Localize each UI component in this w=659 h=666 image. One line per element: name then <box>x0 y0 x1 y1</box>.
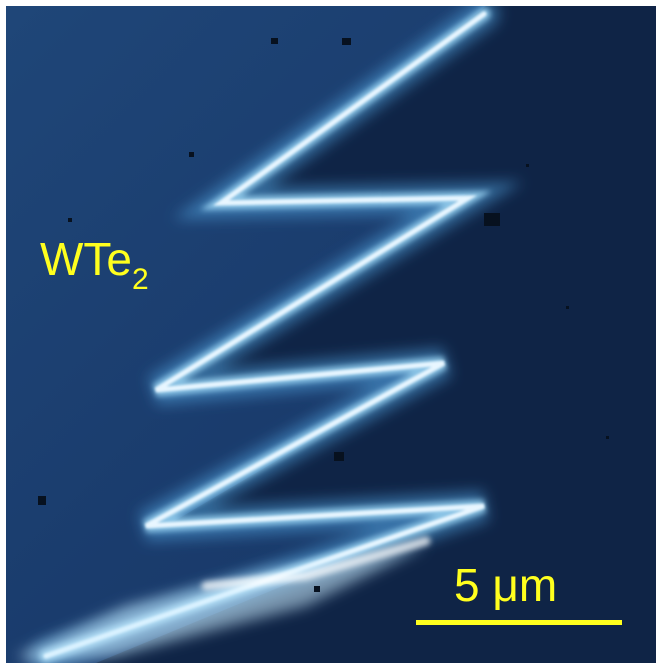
edge-core <box>43 11 487 659</box>
bright-bottom-streak <box>201 536 431 591</box>
microscopy-map <box>6 6 656 663</box>
dark-substrate-region <box>96 6 656 663</box>
material-subscript: 2 <box>132 263 149 296</box>
scale-bar <box>416 620 622 625</box>
material-base-text: WTe <box>40 233 132 285</box>
material-label: WTe2 <box>40 233 149 295</box>
scale-bar-label: 5 μm <box>454 559 558 611</box>
debris-spots <box>38 38 609 592</box>
microscopy-image <box>6 6 656 663</box>
